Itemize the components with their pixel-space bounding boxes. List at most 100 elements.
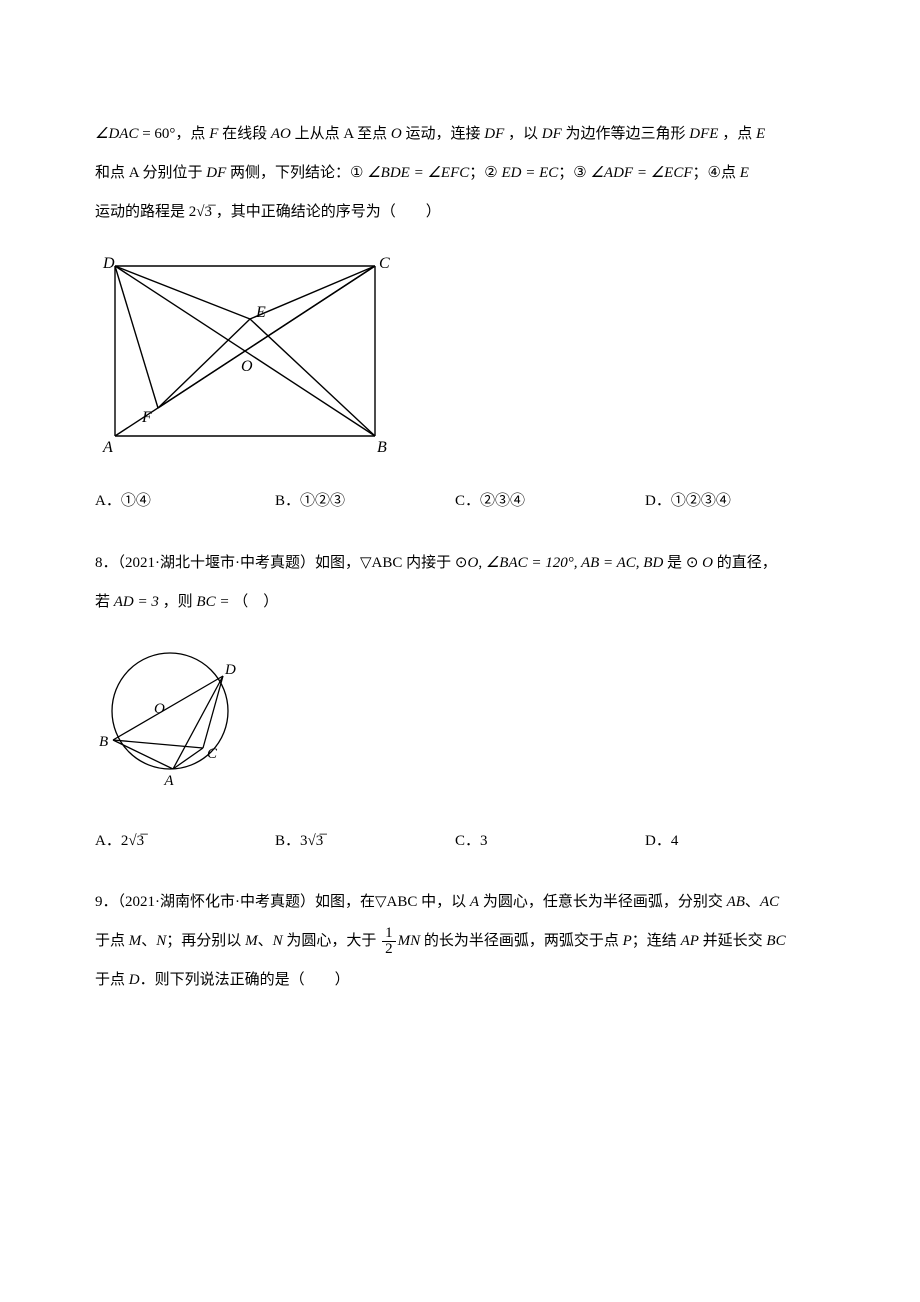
svg-text:E: E (255, 304, 266, 321)
t: 和点 A 分别位于 (95, 165, 206, 181)
t: 运动，连接 (402, 126, 485, 142)
svg-text:A: A (102, 439, 113, 456)
t: AB (727, 894, 745, 910)
t: 8．（2021·湖北十堰市·中考真题）如图， (95, 555, 360, 571)
svg-text:B: B (377, 439, 387, 456)
q7-opt-a: A．①④ (95, 482, 275, 521)
t: 于点 (95, 972, 129, 988)
t: 3√3̅ (300, 833, 323, 849)
t: 2√3̅ (189, 204, 212, 220)
t: , (478, 555, 486, 571)
t: 1 (382, 926, 396, 942)
t: 9．（2021·湖南怀化市·中考真题）如图，在 (95, 894, 375, 910)
t: D (129, 972, 140, 988)
svg-text:A: A (163, 773, 174, 789)
t: ▽ABC (360, 555, 402, 571)
t: 上从点 A 至点 (291, 126, 391, 142)
t: AO (271, 126, 291, 142)
q8-opt-d: D．4 (645, 822, 678, 861)
svg-text:D: D (224, 662, 236, 678)
t: AC (760, 894, 779, 910)
t: 的长为半径画弧，两弧交于点 (420, 933, 623, 949)
t: 的直径， (717, 555, 777, 571)
t: ① (350, 154, 363, 193)
q8-options: A．2√3̅ B．3√3̅ C．3 D．4 (95, 822, 825, 861)
t: ② (484, 154, 497, 193)
svg-text:O: O (241, 358, 253, 375)
q9-line3: 于点 D．则下列说法正确的是（ ） (95, 961, 825, 1000)
t: 为圆心，任意长为半径画弧，分别交 (479, 894, 727, 910)
t: AD = 3 (114, 594, 159, 610)
q7-options: A．①④ B．①②③ C．②③④ D．①②③④ (95, 482, 825, 521)
q9-line2: 于点 M、N；再分别以 M、N 为圆心，大于 12MN 的长为半径画弧，两弧交于… (95, 922, 825, 961)
q7-svg: A B C D O E F (95, 246, 395, 456)
q8-line1: 8．（2021·湖北十堰市·中考真题）如图，▽ABC 内接于 ⊙O, ∠BAC … (95, 543, 825, 583)
t: B． (275, 833, 300, 849)
q7-opt-c: C．②③④ (455, 482, 645, 521)
t: DAC (108, 126, 138, 142)
t: 内接于 (402, 555, 455, 571)
q8-line2: 若 AD = 3 ，则 BC = （ ） (95, 583, 825, 622)
q8-svg: ABCDO (95, 636, 255, 796)
t: O (467, 555, 478, 571)
t: BC (766, 933, 785, 949)
svg-text:F: F (141, 409, 152, 426)
t: ∠ADF = ∠ECF (590, 165, 692, 181)
t: MN (398, 933, 421, 949)
q8-opt-a: A．2√3̅ (95, 822, 275, 861)
t: ； (693, 165, 708, 181)
t: DF (484, 126, 504, 142)
t: N (273, 933, 283, 949)
t: ．则下列说法正确的是（ ） (140, 972, 350, 988)
t: ，则 (159, 594, 197, 610)
t: = 60° (138, 126, 175, 142)
t: O (698, 555, 716, 571)
t: （ ） (233, 594, 278, 610)
t: 2√3̅ (121, 833, 144, 849)
t: AP (681, 933, 699, 949)
t: ，其中正确结论的序号为（ ） (212, 204, 441, 220)
t: 两侧，下列结论： (226, 165, 350, 181)
q7-figure: A B C D O E F (95, 246, 825, 472)
t: ，点 (718, 126, 756, 142)
svg-text:D: D (102, 255, 115, 272)
t: N (156, 933, 166, 949)
t: 在线段 (218, 126, 271, 142)
t: 并延长交 (699, 933, 767, 949)
t: DFE (689, 126, 718, 142)
t: BC = (196, 594, 233, 610)
t: 为边作等边三角形 (562, 126, 690, 142)
t: ED = EC (501, 165, 558, 181)
q8-opt-c: C．3 (455, 822, 645, 861)
t: M (245, 933, 258, 949)
t: ；再分别以 (166, 933, 245, 949)
fraction-half: 12 (382, 926, 396, 957)
t: 、 (141, 933, 156, 949)
svg-text:O: O (154, 701, 165, 717)
t: 点 (721, 165, 740, 181)
t: ∠ (95, 126, 108, 142)
t: M (129, 933, 142, 949)
t: ⊙ (455, 554, 468, 571)
t: 运动的路程是 (95, 204, 189, 220)
svg-text:C: C (379, 255, 390, 272)
t: ③ (573, 154, 586, 193)
t: E (756, 126, 765, 142)
q8-opt-b: B．3√3̅ (275, 822, 455, 861)
t: ∠BAC = 120°, AB = AC, BD (486, 555, 663, 571)
t: A (470, 894, 479, 910)
t: 、 (258, 933, 273, 949)
t: O (391, 126, 402, 142)
t: DF (542, 126, 562, 142)
q7-opt-d: D．①②③④ (645, 482, 731, 521)
q8-figure: ABCDO (95, 636, 825, 812)
q7-line1: ∠DAC = 60°，点 F 在线段 AO 上从点 A 至点 O 运动，连接 D… (95, 115, 825, 154)
t: ； (558, 165, 573, 181)
t: 是 (663, 555, 686, 571)
svg-text:C: C (207, 746, 218, 762)
q7-line3: 运动的路程是 2√3̅ ，其中正确结论的序号为（ ） (95, 193, 825, 232)
t: 2 (382, 942, 396, 957)
t: ▽ABC (375, 894, 417, 910)
t: ∠BDE = ∠EFC (367, 165, 469, 181)
t: 、 (745, 894, 760, 910)
